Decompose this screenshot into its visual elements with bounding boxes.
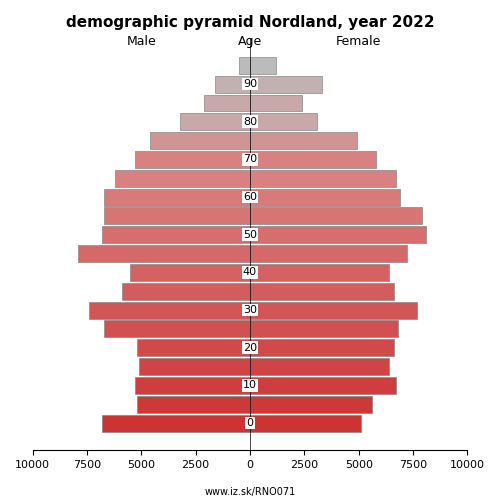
Text: 70: 70 <box>243 154 257 164</box>
Text: 90: 90 <box>243 79 257 89</box>
Bar <box>122 283 250 300</box>
Text: 40: 40 <box>243 268 257 278</box>
Bar <box>250 264 389 281</box>
Bar <box>250 170 396 187</box>
Bar <box>250 151 376 168</box>
Bar <box>239 57 250 74</box>
Bar <box>130 264 250 281</box>
Bar <box>250 226 426 244</box>
Bar <box>102 414 250 432</box>
Bar <box>250 320 398 338</box>
Bar <box>250 114 318 130</box>
Bar <box>250 188 400 206</box>
Bar <box>150 132 250 149</box>
Bar <box>137 340 250 356</box>
Text: 0: 0 <box>246 418 254 428</box>
Bar <box>89 302 250 318</box>
Bar <box>250 302 418 318</box>
Bar <box>137 396 250 412</box>
Bar <box>250 340 394 356</box>
Bar <box>139 358 250 375</box>
Bar <box>250 245 406 262</box>
Text: 30: 30 <box>243 305 257 315</box>
Text: 60: 60 <box>243 192 257 202</box>
Text: 10: 10 <box>243 380 257 390</box>
Bar <box>78 245 250 262</box>
Bar <box>250 358 389 375</box>
Bar <box>250 132 356 149</box>
Bar <box>180 114 250 130</box>
Text: 80: 80 <box>243 117 257 127</box>
Bar <box>104 208 250 224</box>
Bar <box>115 170 250 187</box>
Bar <box>250 76 322 92</box>
Bar <box>104 320 250 338</box>
Bar <box>250 283 394 300</box>
Bar <box>250 377 396 394</box>
Text: Age: Age <box>238 36 262 49</box>
Bar <box>204 94 250 112</box>
Bar <box>250 396 372 412</box>
Bar <box>250 208 422 224</box>
Text: 50: 50 <box>243 230 257 240</box>
Bar <box>102 226 250 244</box>
Title: demographic pyramid Nordland, year 2022: demographic pyramid Nordland, year 2022 <box>66 15 434 30</box>
Bar <box>134 377 250 394</box>
Bar <box>104 188 250 206</box>
Text: Female: Female <box>336 36 382 49</box>
Bar <box>250 57 276 74</box>
Bar <box>250 414 361 432</box>
Text: Male: Male <box>126 36 156 49</box>
Text: 20: 20 <box>243 343 257 353</box>
Text: www.iz.sk/RNO071: www.iz.sk/RNO071 <box>204 487 296 497</box>
Bar <box>250 94 302 112</box>
Bar <box>134 151 250 168</box>
Bar <box>215 76 250 92</box>
